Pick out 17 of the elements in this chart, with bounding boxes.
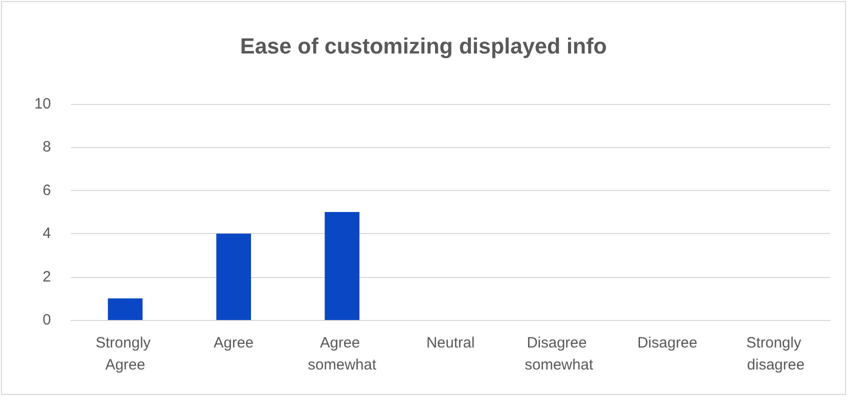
bar: [216, 234, 251, 320]
chart-title: Ease of customizing displayed info: [240, 34, 607, 58]
x-tick-label: Disagree somewhat: [524, 334, 594, 374]
bar: [324, 212, 360, 320]
y-tick-label: 0: [42, 312, 51, 328]
y-tick-label: 8: [42, 138, 51, 156]
x-tick-label: Strongly disagree: [746, 334, 806, 374]
x-tick-label: Agree: [214, 334, 254, 352]
x-tick-label: Neutral: [426, 334, 475, 352]
bar: [108, 298, 143, 320]
x-tick-label: Agree somewhat: [308, 334, 378, 374]
y-tick-label: 4: [42, 225, 51, 242]
x-tick-label: Disagree: [637, 334, 698, 352]
y-tick-label: 10: [34, 96, 51, 112]
y-tick-label: 6: [42, 182, 51, 199]
y-tick-label: 2: [42, 268, 51, 286]
x-tick-label: Strongly Agree: [96, 334, 155, 374]
